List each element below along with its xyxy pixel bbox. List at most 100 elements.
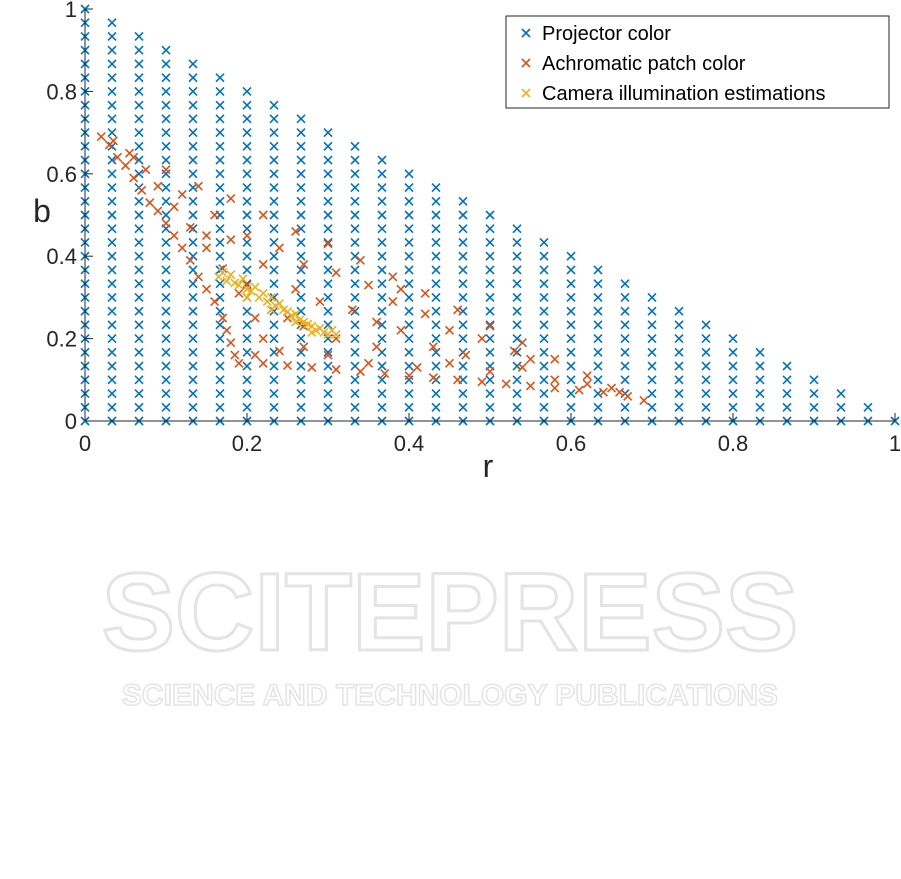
projector-point xyxy=(215,402,225,412)
projector-point xyxy=(134,128,144,138)
projector-point xyxy=(296,224,306,234)
projector-point xyxy=(269,320,279,330)
projector-point xyxy=(485,375,495,385)
achromatic-point xyxy=(250,350,260,360)
projector-point xyxy=(404,402,414,412)
projector-point xyxy=(242,265,252,275)
projector-point xyxy=(377,169,387,179)
projector-point xyxy=(107,182,117,193)
projector-point xyxy=(107,347,117,357)
y-tick-label: 0.2 xyxy=(46,327,77,352)
watermark-main: SCITEPRESS xyxy=(102,551,799,674)
achromatic-point xyxy=(453,375,463,385)
projector-point xyxy=(647,320,657,330)
projector-point xyxy=(107,237,117,248)
projector-point xyxy=(701,402,711,412)
achromatic-point xyxy=(258,259,268,270)
y-tick-label: 0 xyxy=(65,409,77,434)
projector-point xyxy=(431,292,441,302)
projector-point xyxy=(242,155,252,165)
projector-point xyxy=(620,347,630,357)
projector-point xyxy=(485,306,495,316)
projector-point xyxy=(161,279,171,289)
projector-point xyxy=(539,361,549,371)
achromatic-point xyxy=(129,173,139,183)
achromatic-point xyxy=(355,366,365,377)
projector-point xyxy=(458,388,468,399)
projector-point xyxy=(188,402,198,412)
projector-point xyxy=(350,279,360,289)
projector-point xyxy=(701,320,711,330)
watermark: SCITEPRESS SCIENCE AND TECHNOLOGY PUBLIC… xyxy=(100,550,800,713)
projector-point xyxy=(215,306,225,316)
achromatic-point xyxy=(108,136,118,146)
projector-point xyxy=(215,361,225,371)
projector-point xyxy=(296,182,306,193)
x-axis-label: r xyxy=(483,448,494,484)
projector-point xyxy=(188,196,198,206)
projector-point xyxy=(296,114,306,124)
x-tick-label: 0.8 xyxy=(718,431,749,456)
projector-point xyxy=(296,402,306,412)
achromatic-point xyxy=(315,296,325,307)
projector-point xyxy=(782,402,792,412)
projector-point xyxy=(107,210,117,220)
projector-point xyxy=(188,86,198,96)
projector-point xyxy=(107,306,117,316)
projector-point xyxy=(701,361,711,371)
projector-point xyxy=(620,292,630,302)
achromatic-point xyxy=(550,354,560,364)
camera-point xyxy=(226,270,236,280)
achromatic-point xyxy=(153,206,163,216)
projector-point xyxy=(458,320,468,330)
x-tick-label: 0.2 xyxy=(232,431,263,456)
achromatic-point xyxy=(598,387,608,397)
projector-point xyxy=(620,306,630,316)
projector-point xyxy=(674,306,684,316)
projector-point xyxy=(593,265,603,275)
legend-label-camera: Camera illumination estimations xyxy=(542,83,825,105)
achromatic-point xyxy=(201,243,212,253)
projector-point xyxy=(215,375,225,385)
projector-point xyxy=(350,210,360,220)
projector-point xyxy=(323,320,333,330)
projector-point xyxy=(566,279,576,289)
achromatic-point xyxy=(177,189,187,199)
projector-point xyxy=(269,265,279,275)
projector-point xyxy=(134,141,144,151)
projector-point xyxy=(242,128,252,138)
projector-point xyxy=(377,196,387,206)
projector-point xyxy=(215,224,225,234)
projector-point xyxy=(350,155,360,165)
projector-point xyxy=(242,141,252,151)
projector-point xyxy=(377,279,387,289)
projector-point xyxy=(134,361,144,371)
achromatic-point xyxy=(331,268,341,278)
projector-point xyxy=(728,375,738,385)
projector-point xyxy=(458,210,468,220)
projector-point xyxy=(107,388,117,399)
projector-point xyxy=(323,155,333,165)
projector-point xyxy=(242,375,252,385)
projector-point xyxy=(485,237,495,248)
achromatic-point xyxy=(372,342,382,352)
achromatic-point xyxy=(218,263,228,274)
projector-point xyxy=(269,182,279,193)
projector-point xyxy=(404,361,414,371)
projector-point xyxy=(242,114,252,124)
projector-point xyxy=(431,320,441,330)
camera-point xyxy=(234,280,244,290)
projector-point xyxy=(242,402,252,412)
projector-point xyxy=(188,237,198,248)
projector-point xyxy=(350,306,360,316)
achromatic-point xyxy=(639,395,649,405)
legend: Projector color Achromatic patch color C… xyxy=(505,15,890,109)
projector-point xyxy=(377,361,387,371)
projector-point xyxy=(269,155,279,165)
projector-point xyxy=(323,279,333,289)
camera-point xyxy=(274,299,284,309)
projector-point xyxy=(215,320,225,330)
camera-point xyxy=(266,292,276,302)
projector-point xyxy=(296,155,306,165)
camera-point xyxy=(291,309,301,319)
